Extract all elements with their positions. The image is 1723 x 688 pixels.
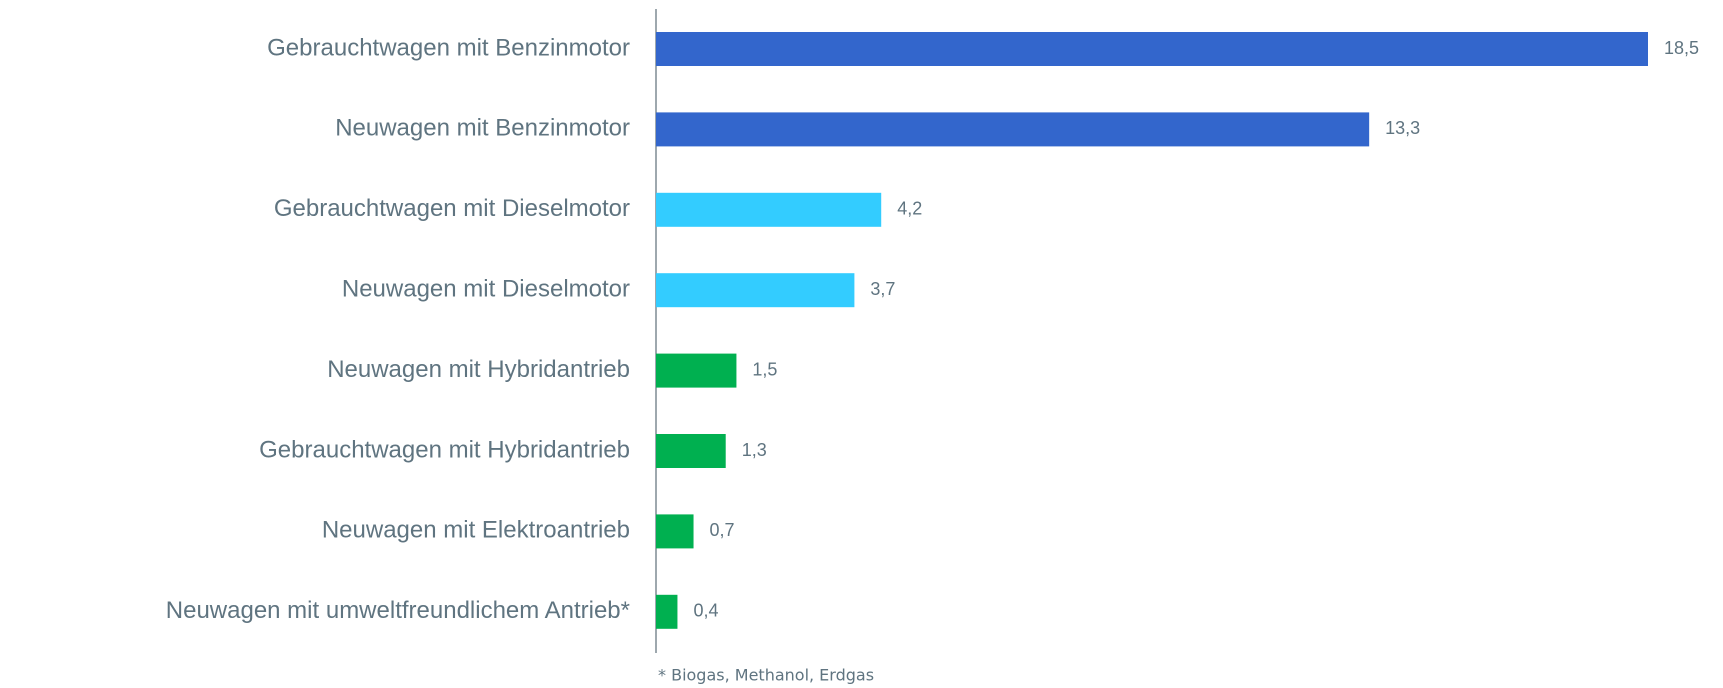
footnote: * Biogas, Methanol, Erdgas <box>658 666 874 685</box>
category-label: Gebrauchtwagen mit Hybridantrieb <box>259 436 630 463</box>
value-label: 0,7 <box>710 520 735 540</box>
category-label: Neuwagen mit Dieselmotor <box>342 276 630 303</box>
bar <box>656 192 882 227</box>
bar <box>656 434 726 468</box>
value-label: 1,3 <box>742 440 767 460</box>
category-label: Neuwagen mit umweltfreundlichem Antrieb* <box>166 597 630 624</box>
value-label: 18,5 <box>1664 38 1699 58</box>
category-label: Neuwagen mit Benzinmotor <box>335 115 630 142</box>
value-label: 1,5 <box>752 359 777 379</box>
bar <box>656 594 678 629</box>
category-label: Neuwagen mit Elektroantrieb <box>322 517 630 544</box>
category-label: Gebrauchtwagen mit Dieselmotor <box>274 195 630 222</box>
value-label: 3,7 <box>870 279 895 299</box>
bar <box>656 112 1370 147</box>
bar <box>656 32 1648 66</box>
value-label: 4,2 <box>897 199 922 219</box>
bar <box>656 353 737 388</box>
value-label: 0,4 <box>693 601 718 621</box>
category-label: Gebrauchtwagen mit Benzinmotor <box>267 34 630 61</box>
bar <box>656 273 855 308</box>
bar <box>656 514 694 549</box>
category-label: Neuwagen mit Hybridantrieb <box>327 356 630 383</box>
value-label: 13,3 <box>1385 118 1420 138</box>
